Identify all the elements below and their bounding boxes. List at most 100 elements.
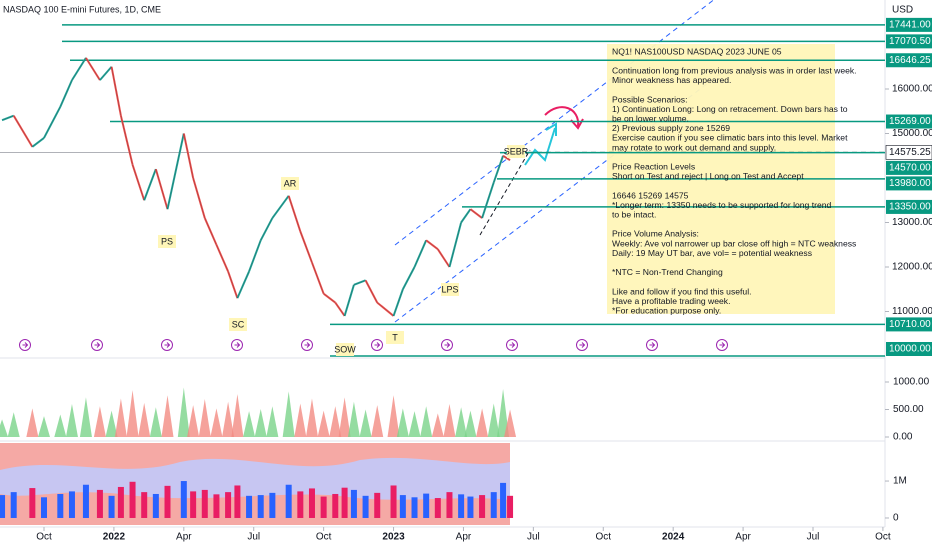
annotation-box (507, 145, 525, 158)
note-line: 16646 15269 14575 (612, 190, 689, 200)
volume-spike (420, 406, 433, 437)
note-line: Weekly: Ave vol narrower up bar close of… (612, 238, 856, 248)
indicator-bar (362, 495, 369, 518)
annotation-box (281, 177, 299, 190)
indicator-bar (96, 489, 103, 518)
note-line: NQ1! NAS100USD NASDAQ 2023 JUNE 05 (612, 46, 782, 56)
volume-spike (187, 405, 200, 437)
indicator-bar (332, 493, 339, 518)
note-line: *NTC = Non-Trend Changing (612, 267, 723, 277)
volume-spike (37, 416, 50, 437)
indicator-bar (500, 482, 507, 518)
y-tick-label: 1M (893, 476, 907, 487)
indicator-bar (374, 492, 381, 518)
note-line: 2) Previous supply zone 15269 (612, 123, 730, 133)
volume-spike (79, 397, 92, 437)
volume-spike (487, 403, 500, 437)
volume-spike (396, 408, 409, 437)
level-label: 13350.00 (889, 202, 931, 213)
event-icon-glyph (164, 342, 171, 348)
indicator-bar (180, 481, 187, 518)
x-tick-label: 2023 (382, 532, 405, 543)
annotation-box (441, 283, 459, 296)
indicator-bar (257, 495, 264, 518)
y-tick-label: 13000.00 (892, 217, 932, 228)
volume-spike (198, 399, 211, 437)
volume-spike (222, 401, 235, 437)
indicator-bar (458, 494, 465, 518)
indicator-bar (201, 489, 208, 518)
indicator-bar (40, 497, 47, 518)
volume-spike (93, 406, 106, 437)
event-icon-glyph (719, 342, 726, 348)
chart-title: NASDAQ 100 E-mini Futures, 1D, CME (3, 4, 161, 14)
note-line: Like and follow if you find this useful. (612, 286, 752, 296)
x-tick-label: 2022 (103, 532, 126, 543)
indicator-bar (129, 481, 136, 518)
note-line: may rotate to work out demand and supply… (612, 142, 776, 152)
x-tick-label: 2024 (662, 532, 685, 543)
note-line: Minor weakness has appeared. (612, 75, 731, 85)
trend-line (479, 149, 531, 236)
event-icons (19, 339, 728, 351)
volume-spike (371, 405, 384, 437)
annotation-box (158, 235, 176, 248)
x-tick-label: Jul (527, 532, 540, 543)
volume-spike (464, 410, 477, 437)
x-tick-label: Apr (456, 532, 472, 543)
volume-spike (126, 390, 139, 437)
indicator-bar (479, 495, 486, 518)
indicator-bar (320, 496, 327, 518)
note-line: to be intact. (612, 209, 656, 219)
event-icon-glyph (374, 342, 381, 348)
volume-spike (431, 413, 444, 437)
price-line (2, 57, 511, 317)
level-label-box (886, 176, 932, 191)
x-tick-label: Oct (316, 532, 332, 543)
level-label: 14575.25 (889, 147, 931, 158)
volume-spike (443, 404, 456, 437)
volume-spike (210, 408, 223, 437)
x-tick-label: Apr (176, 532, 192, 543)
event-icon-glyph (234, 342, 241, 348)
note-line: Price Volume Analysis: (612, 229, 699, 239)
event-icon-glyph (22, 342, 29, 348)
arrow (524, 127, 556, 166)
volume-spike (26, 408, 39, 437)
level-label: 13980.00 (889, 178, 931, 189)
volume-spike (0, 419, 9, 437)
indicator-bar (507, 495, 514, 518)
indicator-bar (350, 489, 357, 518)
y-tick-label: 15000.00 (892, 128, 932, 139)
level-label-box (885, 145, 932, 160)
indicator-bar (411, 497, 418, 518)
volume-spike (105, 410, 118, 437)
level-label: 17070.50 (889, 36, 931, 47)
level-label-box (886, 199, 932, 214)
indicator-bar (82, 484, 89, 518)
note-line: Price Reaction Levels (612, 161, 695, 171)
volume-spike (455, 407, 468, 437)
note-line: Continuation long from previous analysis… (612, 65, 857, 75)
indicator-bar (446, 492, 453, 518)
x-tick-label: Oct (36, 532, 52, 543)
indicator-bar (234, 485, 241, 518)
indicator-bar (108, 495, 115, 518)
event-icon-glyph (649, 342, 656, 348)
indicator-bar (434, 498, 441, 518)
note-line: Daily: 19 May UT bar, ave vol= = potenti… (612, 248, 812, 258)
x-tick-label: Apr (735, 532, 751, 543)
level-label: 15269.00 (889, 116, 931, 127)
level-label-box (886, 317, 932, 332)
x-tick-label: Oct (875, 532, 891, 543)
indicator-bar (341, 487, 348, 518)
currency: USD (892, 5, 913, 16)
indicator-bar (308, 488, 315, 518)
volume-spike (161, 395, 174, 437)
annotation-box (336, 343, 354, 356)
y-tick-label: 0.00 (893, 432, 913, 443)
level-label-box (886, 160, 932, 175)
volume-spike (243, 411, 256, 437)
indicator-bar (490, 492, 497, 518)
volume-spike (476, 408, 489, 437)
